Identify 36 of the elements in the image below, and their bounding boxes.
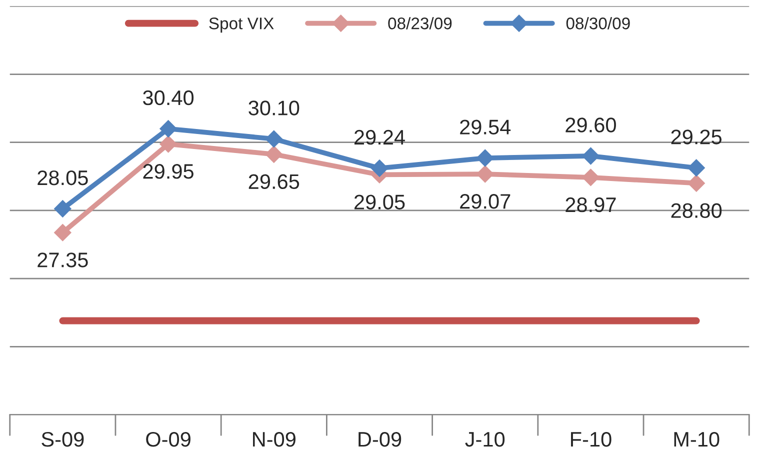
data-label: 30.10 bbox=[248, 100, 300, 116]
point bbox=[476, 149, 494, 167]
point bbox=[265, 146, 282, 163]
data-label: 29.60 bbox=[566, 118, 616, 132]
x-tick-label: S-09 bbox=[42, 432, 84, 447]
point bbox=[54, 224, 72, 242]
x-tick-label: D-09 bbox=[358, 432, 402, 447]
data-label: 29.07 bbox=[460, 194, 510, 209]
point bbox=[370, 160, 388, 177]
x-tick-label: M-10 bbox=[674, 432, 720, 447]
point bbox=[582, 147, 600, 165]
data-label: 28.05 bbox=[38, 170, 88, 186]
data-label: 29.95 bbox=[143, 164, 194, 179]
x-tick-label: O-09 bbox=[146, 432, 190, 447]
data-label: 29.05 bbox=[354, 194, 405, 210]
point bbox=[688, 159, 705, 176]
point bbox=[160, 120, 177, 138]
data-label: 29.25 bbox=[671, 130, 722, 144]
x-tick-label: N-09 bbox=[253, 432, 296, 447]
legend-label: 08/23/09 bbox=[388, 17, 452, 30]
point bbox=[582, 168, 600, 186]
point bbox=[160, 136, 177, 153]
data-label: 29.24 bbox=[354, 130, 405, 145]
x-tick-label: J-10 bbox=[465, 432, 505, 447]
data-label: 29.65 bbox=[248, 174, 300, 190]
data-label: 28.97 bbox=[566, 197, 616, 212]
point bbox=[476, 165, 494, 183]
data-label: 30.40 bbox=[143, 90, 194, 106]
x-tick-label: F-10 bbox=[571, 432, 612, 447]
point bbox=[265, 130, 282, 148]
legend-label: 08/30/09 bbox=[566, 17, 630, 30]
legend-label: Spot VIX bbox=[209, 18, 274, 33]
point bbox=[54, 200, 72, 218]
point bbox=[688, 174, 705, 192]
data-label: 29.54 bbox=[460, 120, 511, 134]
data-label: 27.35 bbox=[38, 252, 88, 268]
